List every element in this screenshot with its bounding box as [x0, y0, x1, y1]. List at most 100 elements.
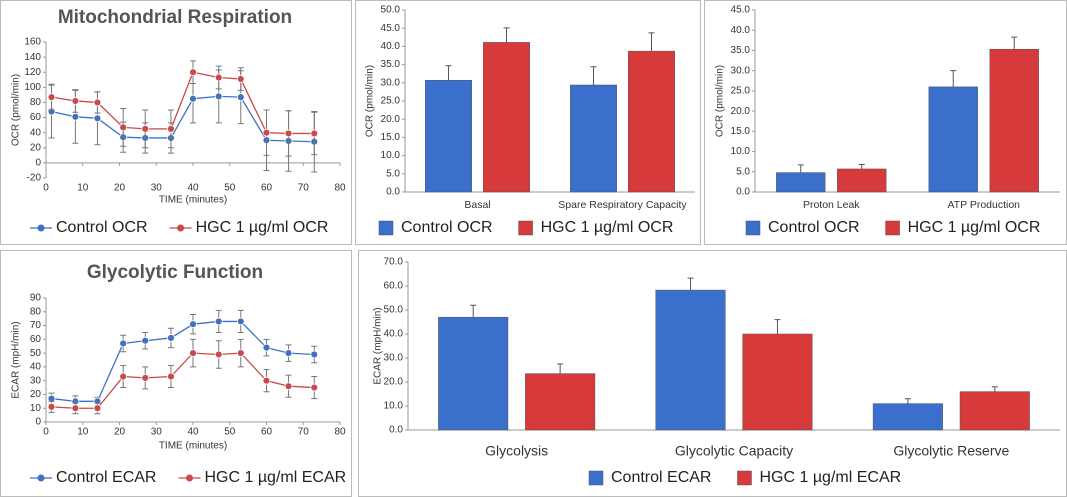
- error-bar: [950, 70, 957, 87]
- bar: [872, 403, 943, 431]
- x-tick-label: 10: [77, 427, 89, 438]
- y-tick-label: 0.0: [389, 425, 403, 436]
- bar: [425, 80, 472, 193]
- legend-label: HGC 1 µg/ml OCR: [908, 219, 1041, 236]
- x-tick-label: Proton Leak: [803, 199, 860, 211]
- series-line: [51, 95, 315, 143]
- legend-label: HGC 1 µg/ml ECAR: [204, 469, 346, 486]
- y-axis-label: OCR (pmol/min): [715, 65, 726, 137]
- y-tick-label: 160: [24, 37, 41, 48]
- y-tick-label: 80: [30, 97, 42, 108]
- point: [141, 336, 150, 345]
- y-tick-label: 50: [30, 348, 42, 359]
- legend-label: Control OCR: [401, 219, 493, 236]
- point: [236, 93, 245, 102]
- legend-marker: [185, 474, 193, 482]
- y-tick-label: 40: [30, 127, 42, 138]
- y-tick-label: 30.0: [384, 353, 404, 364]
- point: [310, 350, 319, 359]
- point: [236, 75, 245, 83]
- y-tick-label: 80: [30, 306, 42, 317]
- point: [236, 317, 245, 326]
- y-tick-label: 0: [35, 158, 41, 169]
- point: [167, 334, 175, 342]
- y-axis-label: ECAR (mpH/min): [373, 307, 384, 384]
- y-tick-label: 5.0: [736, 166, 750, 177]
- y-tick-label: 40: [30, 362, 42, 373]
- x-tick-label: 40: [187, 183, 199, 194]
- y-tick-label: 0: [35, 417, 41, 428]
- point: [310, 383, 319, 392]
- legend-label: Control OCR: [768, 219, 860, 236]
- y-tick-label: 20: [30, 142, 42, 153]
- error-bar: [445, 65, 452, 81]
- x-tick-label: 0: [43, 183, 49, 194]
- y-tick-label: 45.0: [731, 5, 751, 16]
- x-tick-label: 20: [114, 427, 126, 438]
- legend-label: HGC 1 µg/ml OCR: [196, 219, 329, 236]
- panel: [355, 0, 701, 245]
- x-tick-label: 10: [77, 183, 89, 194]
- point: [141, 124, 150, 133]
- legend-swatch: [745, 220, 761, 236]
- point: [71, 97, 80, 105]
- legend-swatch: [885, 220, 900, 236]
- x-tick-label: 60: [261, 183, 273, 194]
- y-tick-label: 30.0: [731, 65, 751, 76]
- point: [71, 404, 80, 413]
- y-tick-label: 140: [24, 52, 41, 63]
- x-tick-label: 30: [151, 427, 163, 438]
- bar: [525, 373, 596, 431]
- point: [93, 114, 102, 123]
- point: [71, 112, 80, 121]
- y-tick-label: 15.0: [381, 132, 401, 143]
- error-bar: [797, 164, 804, 173]
- point: [214, 92, 223, 101]
- point: [262, 128, 271, 137]
- x-tick-label: 40: [187, 427, 199, 438]
- error-bar: [687, 277, 694, 291]
- y-tick-label: 60: [30, 334, 42, 345]
- x-tick-label: 50: [224, 427, 236, 438]
- x-tick-label: 70: [298, 183, 310, 194]
- point: [214, 317, 223, 326]
- y-tick-label: 25.0: [731, 86, 751, 97]
- x-tick-label: 0: [43, 427, 49, 438]
- bar: [628, 50, 675, 193]
- point: [119, 339, 128, 348]
- x-tick-label: Basal: [464, 199, 490, 211]
- y-tick-label: 60: [30, 112, 42, 123]
- point: [284, 382, 293, 391]
- point: [141, 374, 150, 382]
- panel: [0, 250, 352, 497]
- y-tick-label: 40.0: [731, 25, 751, 36]
- error-bar: [557, 363, 564, 374]
- point: [47, 402, 56, 411]
- legend-label: Control ECAR: [56, 469, 156, 486]
- bar: [655, 289, 726, 431]
- y-tick-label: 40.0: [381, 41, 401, 52]
- legend-label: Control OCR: [56, 219, 148, 236]
- y-tick-label: 35.0: [731, 45, 751, 56]
- y-tick-label: 90: [30, 293, 42, 304]
- y-tick-label: 5.0: [386, 168, 400, 179]
- bar: [928, 86, 978, 193]
- legend-swatch: [378, 220, 394, 236]
- y-axis-label: OCR (pmol/min): [365, 65, 376, 137]
- point: [93, 404, 102, 413]
- bar: [989, 48, 1039, 193]
- error-bar: [1011, 36, 1018, 50]
- legend-label: HGC 1 µg/ml ECAR: [759, 469, 901, 486]
- y-axis-label: ECAR (mpH/min): [11, 321, 22, 398]
- x-tick-label: Spare Respiratory Capacity: [558, 199, 687, 211]
- point: [189, 94, 197, 103]
- y-tick-label: 50.0: [384, 305, 404, 316]
- y-tick-label: 35.0: [381, 59, 401, 70]
- panel: [0, 0, 352, 245]
- bar: [959, 391, 1030, 431]
- y-tick-label: 0.0: [386, 187, 400, 198]
- error-bar: [503, 27, 510, 43]
- point: [262, 343, 271, 352]
- x-tick-label: Glycolytic Capacity: [675, 443, 793, 459]
- chart-title: Mitochondrial Respiration: [58, 7, 292, 28]
